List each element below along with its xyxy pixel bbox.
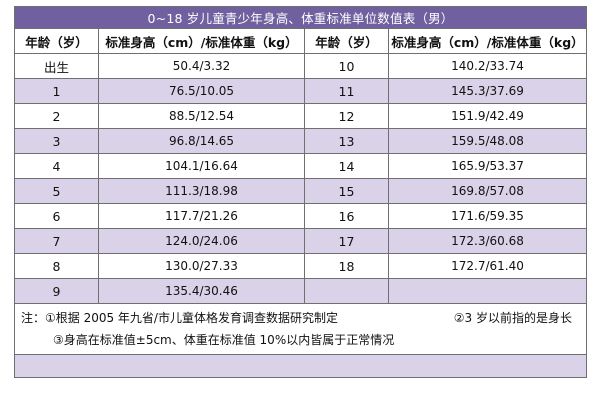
age-right-cell: 12	[304, 103, 389, 129]
value-right-cell: 159.5/48.08	[387, 128, 588, 154]
value-right-cell: 140.2/33.74	[387, 53, 588, 79]
value-left-cell: 50.4/3.32	[98, 53, 305, 79]
value-left-cell: 76.5/10.05	[98, 78, 305, 104]
note-line-2: ③身高在标准值±5cm、体重在标准值 10%以内皆属于正常情况	[21, 329, 580, 351]
age-left-cell: 4	[14, 153, 99, 179]
table-row: 7 124.0/24.06 17 172.3/60.68	[14, 228, 588, 254]
table-row: 3 96.8/14.65 13 159.5/48.08	[14, 128, 588, 154]
note-normal-range: ③身高在标准值±5cm、体重在标准值 10%以内皆属于正常情况	[53, 333, 395, 347]
table-row: 2 88.5/12.54 12 151.9/42.49	[14, 103, 588, 129]
header-value-left: 标准身高（cm）/标准体重（kg）	[98, 28, 305, 54]
header-value-right: 标准身高（cm）/标准体重（kg）	[387, 28, 588, 54]
value-left-cell: 111.3/18.98	[98, 178, 305, 204]
header-age-right: 年龄（岁）	[304, 28, 389, 54]
note-line-1: 注：①根据 2005 年九省/市儿童体格发育调查数据研究制定 ②3 岁以前指的是…	[21, 307, 580, 329]
table-row: 6 117.7/21.26 16 171.6/59.35	[14, 203, 588, 229]
value-left-cell: 88.5/12.54	[98, 103, 305, 129]
age-left-cell: 3	[14, 128, 99, 154]
age-right-cell: 16	[304, 203, 389, 229]
table-row: 1 76.5/10.05 11 145.3/37.69	[14, 78, 588, 104]
age-right-cell: 14	[304, 153, 389, 179]
age-left-cell: 7	[14, 228, 99, 254]
table-row: 8 130.0/27.33 18 172.7/61.40	[14, 253, 588, 279]
value-right-cell: 145.3/37.69	[387, 78, 588, 104]
age-right-cell: 13	[304, 128, 389, 154]
value-left-cell: 135.4/30.46	[98, 278, 305, 304]
value-left-cell: 124.0/24.06	[98, 228, 305, 254]
value-right-cell: 172.3/60.68	[387, 228, 588, 254]
footer-row	[13, 354, 588, 378]
value-right-cell: 171.6/59.35	[387, 203, 588, 229]
footer-cell	[13, 354, 588, 378]
age-left-cell: 出生	[14, 53, 99, 79]
age-left-cell: 6	[14, 203, 99, 229]
header-row: 年龄（岁） 标准身高（cm）/标准体重（kg） 年龄（岁） 标准身高（cm）/标…	[14, 28, 588, 54]
value-right-cell: 165.9/53.37	[387, 153, 588, 179]
note-source: 注：①根据 2005 年九省/市儿童体格发育调查数据研究制定	[21, 311, 338, 325]
age-left-cell: 5	[14, 178, 99, 204]
title-row: 0~18 岁儿童青少年身高、体重标准单位数值表（男）	[13, 6, 588, 29]
value-left-cell: 130.0/27.33	[98, 253, 305, 279]
table-row: 4 104.1/16.64 14 165.9/53.37	[14, 153, 588, 179]
table-row: 5 111.3/18.98 15 169.8/57.08	[14, 178, 588, 204]
age-right-cell: 18	[304, 253, 389, 279]
table-body: 出生 50.4/3.32 10 140.2/33.74 1 76.5/10.05…	[13, 53, 588, 378]
notes-cell: 注：①根据 2005 年九省/市儿童体格发育调查数据研究制定 ②3 岁以前指的是…	[13, 303, 588, 355]
table-title: 0~18 岁儿童青少年身高、体重标准单位数值表（男）	[13, 6, 588, 29]
age-left-cell: 8	[14, 253, 99, 279]
age-right-cell: 11	[304, 78, 389, 104]
value-left-cell: 96.8/14.65	[98, 128, 305, 154]
growth-standard-table: 0~18 岁儿童青少年身高、体重标准单位数值表（男） 年龄（岁） 标准身高（cm…	[13, 6, 588, 378]
table-row: 出生 50.4/3.32 10 140.2/33.74	[14, 53, 588, 79]
header-age-left: 年龄（岁）	[14, 28, 99, 54]
notes-row: 注：①根据 2005 年九省/市儿童体格发育调查数据研究制定 ②3 岁以前指的是…	[13, 303, 588, 355]
age-right-cell: 10	[304, 53, 389, 79]
value-right-cell: 172.7/61.40	[387, 253, 588, 279]
table-row: 9 135.4/30.46	[14, 278, 588, 304]
age-right-cell: 17	[304, 228, 389, 254]
value-right-cell	[387, 278, 588, 304]
age-right-cell	[304, 278, 389, 304]
value-right-cell: 151.9/42.49	[387, 103, 588, 129]
value-left-cell: 104.1/16.64	[98, 153, 305, 179]
note-length: ②3 岁以前指的是身长	[453, 311, 573, 325]
age-left-cell: 1	[14, 78, 99, 104]
value-right-cell: 169.8/57.08	[387, 178, 588, 204]
age-left-cell: 2	[14, 103, 99, 129]
value-left-cell: 117.7/21.26	[98, 203, 305, 229]
age-left-cell: 9	[14, 278, 99, 304]
age-right-cell: 15	[304, 178, 389, 204]
